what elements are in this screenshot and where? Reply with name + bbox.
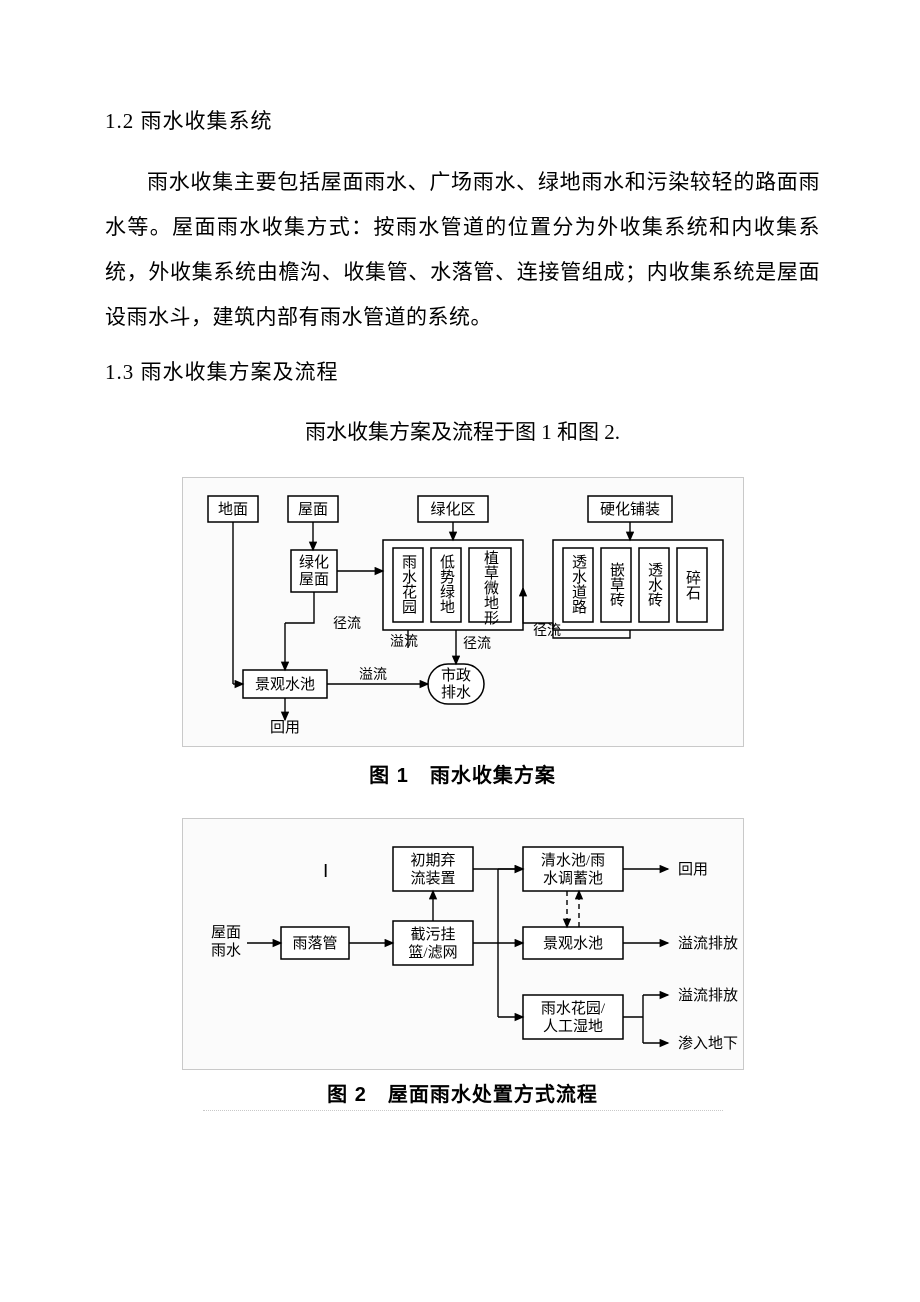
- node-drain-l2: 排水: [440, 684, 470, 701]
- node-cleartank-l2: 水调蓄池: [542, 870, 602, 887]
- out-overflow-2: 溢流排放: [678, 987, 738, 1004]
- page: 1.2 雨水收集系统 雨水收集主要包括屋面雨水、广场雨水、绿地雨水和污染较轻的路…: [0, 0, 920, 1201]
- node-drain-l1: 市政: [440, 667, 470, 684]
- node-greenroof-l1: 绿化: [298, 554, 328, 571]
- paragraph-1: 雨水收集主要包括屋面雨水、广场雨水、绿地雨水和污染较轻的路面雨水等。屋面雨水收集…: [105, 160, 820, 341]
- figure-2-svg: 屋面 雨水 Ⅰ 雨落管 截污挂 篮/滤网 初期弃 流装置 清水池/雨 水调蓄池 …: [182, 818, 744, 1070]
- figure-2-caption: 图 2 屋面雨水处置方式流程: [327, 1084, 598, 1106]
- node-microterr: 植草微地形: [482, 550, 499, 625]
- out-reuse: 回用: [678, 861, 708, 878]
- node-gravel: 碎石: [684, 570, 701, 600]
- figure-1-svg: 地面 屋面 绿化区 硬化铺装 绿化 屋面 雨水花园 低势绿地 植草微地形: [182, 477, 744, 747]
- heading-1-2: 1.2 雨水收集系统: [105, 100, 820, 142]
- node-roof: 屋面: [297, 502, 327, 518]
- out-overflow-1: 溢流排放: [678, 935, 738, 952]
- node-greenroof-l2: 屋面: [298, 572, 328, 588]
- heading-1-3: 1.3 雨水收集方案及流程: [105, 351, 820, 393]
- figure-2-caption-wrap: 图 2 屋面雨水处置方式流程: [203, 1070, 723, 1111]
- node-firstflush-l1: 初期弃: [410, 852, 455, 869]
- label-overflow-greenzone: 溢流: [390, 634, 418, 650]
- node-scenicpond: 景观水池: [542, 935, 602, 952]
- figure-1: 地面 屋面 绿化区 硬化铺装 绿化 屋面 雨水花园 低势绿地 植草微地形: [105, 477, 820, 788]
- node-pervroad: 透水道路: [570, 554, 587, 614]
- node-filter-l2: 篮/滤网: [408, 943, 457, 961]
- node-firstflush-l2: 流装置: [410, 870, 455, 887]
- node-downpipe: 雨落管: [292, 935, 337, 952]
- label-runoff-1: 径流: [333, 616, 361, 632]
- label-overflow-pond: 溢流: [359, 667, 387, 683]
- node-cleartank-l1: 清水池/雨: [540, 852, 604, 869]
- node-greenzone: 绿化区: [430, 501, 475, 518]
- node-filter-l1: 截污挂: [410, 926, 455, 943]
- text-cursor-artifact: Ⅰ: [323, 861, 328, 881]
- node-raingarden: 雨水花园: [400, 554, 417, 614]
- node-roofrain-l2: 雨水: [211, 942, 241, 959]
- node-reuse: 回用: [269, 719, 299, 736]
- figure-reference-line: 雨水收集方案及流程于图 1 和图 2.: [105, 411, 820, 453]
- figure-1-caption: 图 1 雨水收集方案: [369, 759, 556, 788]
- node-lowgreen: 低势绿地: [438, 554, 455, 614]
- node-wetland-l2: 人工湿地: [542, 1018, 602, 1035]
- node-hardpave: 硬化铺装: [599, 501, 659, 518]
- node-ground: 地面: [217, 501, 247, 518]
- node-wetland-l1: 雨水花园/: [540, 1000, 605, 1017]
- node-pond: 景观水池: [254, 676, 314, 693]
- label-runoff-2: 径流: [463, 636, 491, 652]
- node-pervbrick: 透水砖: [646, 562, 663, 607]
- node-roofrain-l1: 屋面: [211, 925, 241, 941]
- out-infiltrate: 渗入地下: [678, 1035, 738, 1052]
- figure-2: 屋面 雨水 Ⅰ 雨落管 截污挂 篮/滤网 初期弃 流装置 清水池/雨 水调蓄池 …: [105, 818, 820, 1111]
- node-grassbrick: 嵌草砖: [608, 562, 625, 607]
- label-runoff-3: 径流: [533, 623, 561, 639]
